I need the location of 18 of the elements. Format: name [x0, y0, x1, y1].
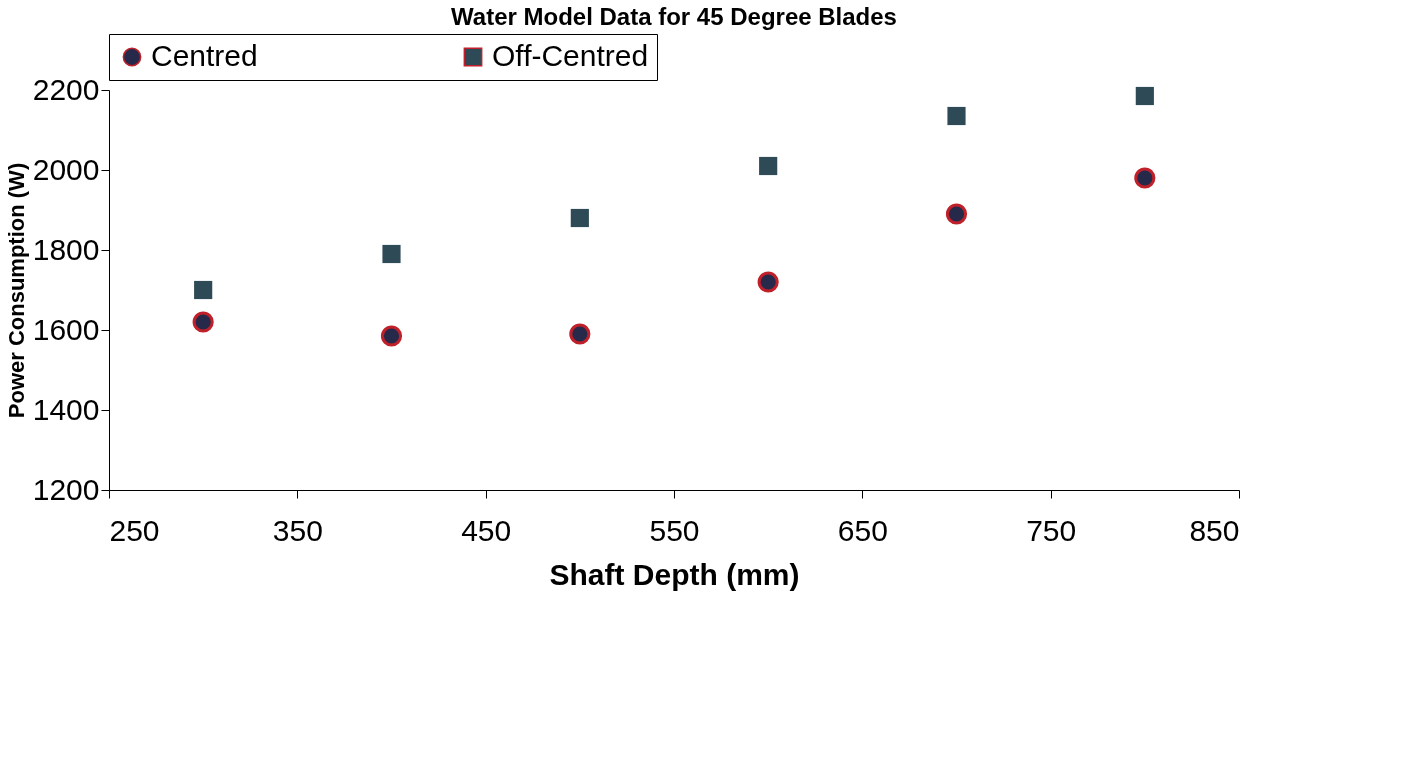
x-tick-label: 250: [109, 513, 160, 547]
x-tick-label: 450: [461, 513, 512, 547]
legend-label: Centred: [151, 39, 258, 72]
chart-title: Water Model Data for 45 Degree Blades: [451, 2, 897, 30]
y-tick-label: 1800: [32, 232, 100, 266]
legend-label: Off-Centred: [492, 39, 649, 72]
x-tick-label: 850: [1189, 513, 1240, 547]
x-tick-label: 750: [1026, 513, 1077, 547]
y-tick-label: 2000: [32, 152, 100, 186]
x-tick-label: 650: [837, 513, 888, 547]
y-tick-label: 1200: [32, 472, 100, 506]
x-tick-label: 350: [272, 513, 323, 547]
y-tick-label: 2200: [32, 72, 100, 106]
y-tick-label: 1600: [32, 312, 100, 346]
y-axis-title: Power Consumption (W): [3, 162, 29, 419]
y-tick-label: 1400: [32, 392, 100, 426]
x-tick-label: 550: [649, 513, 700, 547]
x-axis-title: Shaft Depth (mm): [549, 557, 800, 591]
